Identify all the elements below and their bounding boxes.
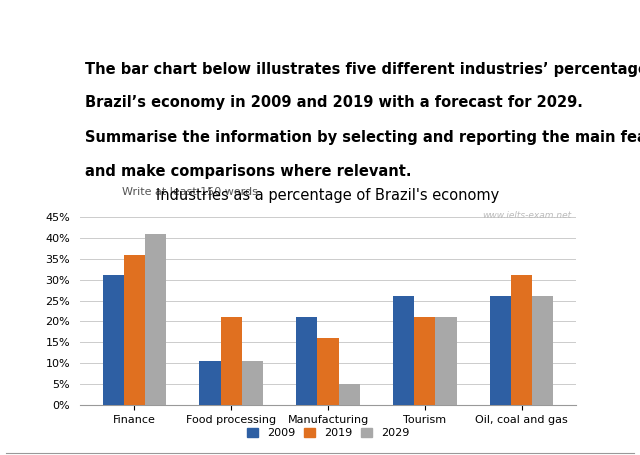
Text: www.ielts-exam.net: www.ielts-exam.net — [482, 211, 571, 220]
Text: Summarise the information by selecting and reporting the main features,: Summarise the information by selecting a… — [85, 130, 640, 145]
Bar — [296, 317, 317, 405]
Bar — [317, 338, 339, 405]
Text: Write at least 150 words.: Write at least 150 words. — [122, 187, 262, 197]
Text: Brazil’s economy in 2009 and 2019 with a forecast for 2029.: Brazil’s economy in 2009 and 2019 with a… — [85, 96, 583, 110]
Text: The bar chart below illustrates five different industries’ percentage share of: The bar chart below illustrates five dif… — [85, 62, 640, 77]
Bar — [102, 275, 124, 405]
Bar — [124, 254, 145, 405]
Bar — [339, 384, 360, 405]
Legend: 2009, 2019, 2029: 2009, 2019, 2029 — [242, 424, 414, 443]
Bar — [435, 317, 457, 405]
Bar — [393, 296, 414, 405]
Bar — [199, 361, 221, 405]
Bar — [511, 275, 532, 405]
Bar — [490, 296, 511, 405]
Bar — [145, 234, 166, 405]
Bar — [221, 317, 242, 405]
Bar — [532, 296, 554, 405]
Bar — [242, 361, 263, 405]
Text: and make comparisons where relevant.: and make comparisons where relevant. — [85, 164, 412, 179]
Title: Industries as a percentage of Brazil's economy: Industries as a percentage of Brazil's e… — [156, 188, 500, 203]
Bar — [414, 317, 435, 405]
